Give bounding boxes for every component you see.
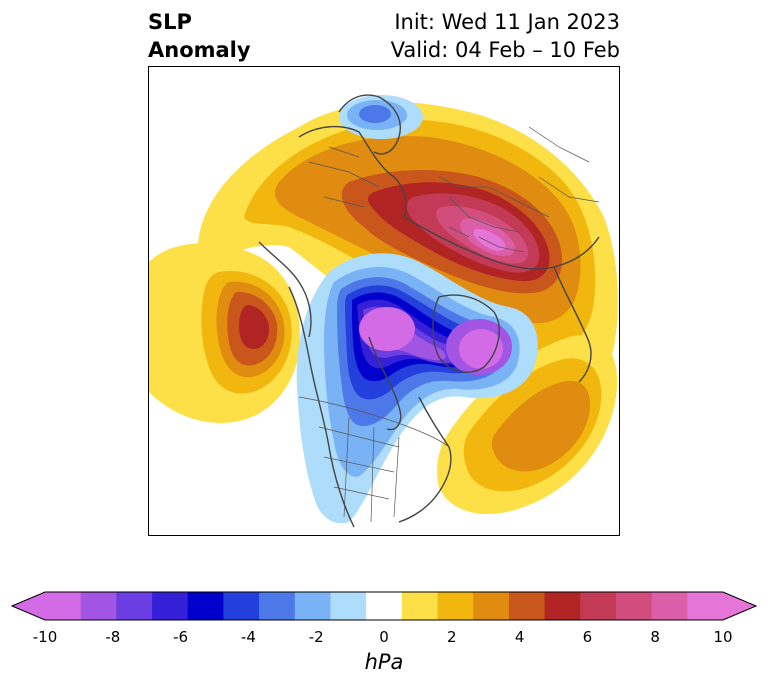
variable-qualifier: Anomaly xyxy=(148,38,251,62)
coastline-siberia xyxy=(403,216,600,270)
colorbar-tick-label: 2 xyxy=(447,628,457,646)
coastline-greenland xyxy=(432,294,500,373)
colorbar-tick-label: 0 xyxy=(379,628,389,646)
contour-pacific-5 xyxy=(239,305,269,350)
colorbar-tick-label: 10 xyxy=(713,628,733,646)
colorbar-segment xyxy=(80,592,117,620)
colorbar-segment xyxy=(366,592,403,620)
coastline-east-asia xyxy=(553,266,592,383)
border-us-states-1 xyxy=(318,416,400,523)
colorbar-segment xyxy=(508,592,546,620)
contour-atlantic-3 xyxy=(491,380,591,472)
init-date: Init: Wed 11 Jan 2023 xyxy=(394,10,620,34)
coastline-europe xyxy=(298,125,407,218)
colorbar-tick-label: 8 xyxy=(650,628,660,646)
border-russia-1 xyxy=(438,176,550,233)
country-borders xyxy=(298,126,600,523)
low-center-canada xyxy=(359,307,415,351)
colorbar-segment xyxy=(544,592,581,620)
contour-scand-3 xyxy=(359,105,391,123)
coastlines xyxy=(258,94,600,528)
coastline-alaska xyxy=(258,241,312,338)
coastline-scandinavia xyxy=(338,94,401,155)
colorbar-segment xyxy=(473,592,510,620)
colorbar-segment xyxy=(116,592,153,620)
colorbar-segment xyxy=(45,592,82,620)
colorbar-outline xyxy=(10,591,758,621)
colorbar-tick-label: -6 xyxy=(173,628,189,646)
chart-title-right: Init: Wed 11 Jan 2023 Valid: 04 Feb – 10… xyxy=(391,8,620,64)
colorbar-segment xyxy=(401,592,439,620)
low-center-greenland-core xyxy=(459,329,503,369)
negative-anomaly-centers xyxy=(359,307,512,375)
colorbar-segment xyxy=(152,592,189,620)
colorbar-segment xyxy=(615,592,653,620)
border-russia-2 xyxy=(448,226,525,253)
valid-range: Valid: 04 Feb – 10 Feb xyxy=(390,38,620,62)
border-usa-canada xyxy=(298,396,450,448)
colorbar-segment xyxy=(259,592,296,620)
colorbar-segment xyxy=(651,592,688,620)
border-europe-1 xyxy=(308,146,380,208)
coastline-north-america-east xyxy=(398,396,452,523)
colorbar-tick-label: -8 xyxy=(105,628,121,646)
border-asia-1 xyxy=(528,126,600,203)
coastline-north-america-west xyxy=(288,286,355,528)
chart-title-left: SLP Anomaly xyxy=(148,8,251,64)
colorbar-tick-label: -4 xyxy=(240,628,256,646)
colorbar-label: hPa xyxy=(364,650,404,674)
colorbar-tick-label: -10 xyxy=(32,628,58,646)
positive-anomaly-atlantic xyxy=(437,335,618,515)
coastline-hudson xyxy=(368,336,402,431)
colorbar-segment xyxy=(330,592,367,620)
colorbar-segment xyxy=(580,592,617,620)
colorbar-segment xyxy=(223,592,260,620)
map-panel xyxy=(148,66,620,536)
colorbar-segment xyxy=(294,592,331,620)
colorbar-segment xyxy=(187,592,224,620)
colorbar-tick-label: 4 xyxy=(514,628,525,646)
variable-name: SLP xyxy=(148,10,192,34)
colorbar-segment xyxy=(687,592,724,620)
colorbar-segments xyxy=(45,592,724,620)
positive-anomaly-pacific xyxy=(149,243,300,423)
colorbar-under-arrow xyxy=(12,592,45,620)
contour-eurasia-9 xyxy=(473,229,506,251)
slp-anomaly-map xyxy=(149,94,618,528)
colorbar xyxy=(10,591,758,621)
colorbar-segment xyxy=(437,592,474,620)
colorbar-over-arrow xyxy=(723,592,756,620)
negative-anomaly-scandinavia xyxy=(339,95,423,139)
colorbar-tick-label: -2 xyxy=(308,628,324,646)
colorbar-tick-label: 6 xyxy=(582,628,593,646)
